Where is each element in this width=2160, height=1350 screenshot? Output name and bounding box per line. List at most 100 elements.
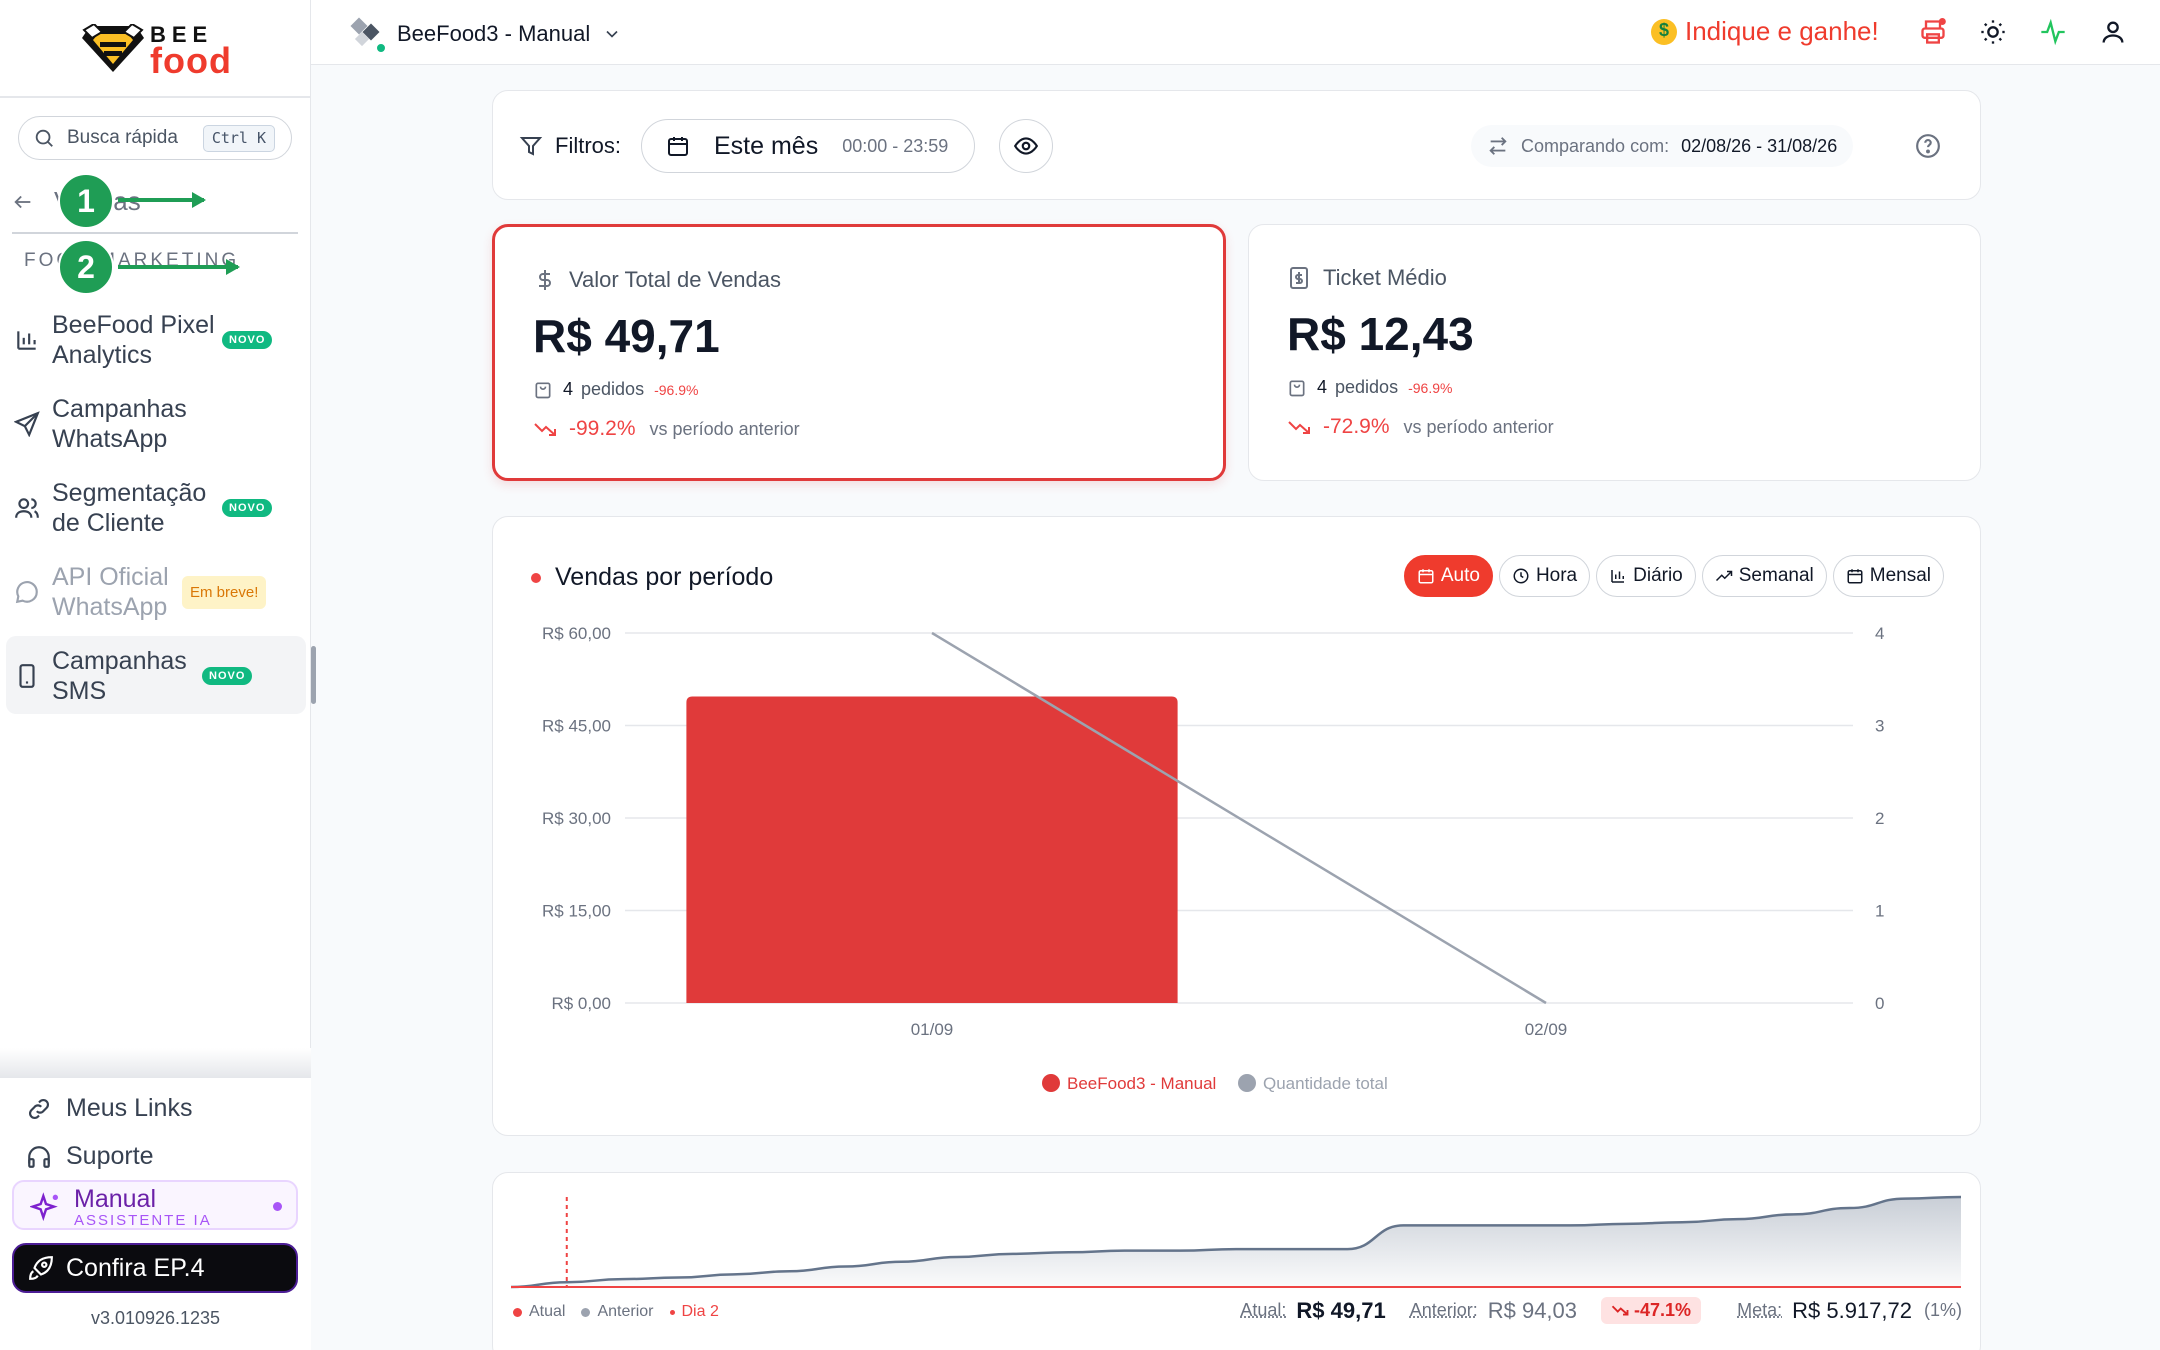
legend-marker (1238, 1074, 1256, 1092)
support-link[interactable]: Suporte (26, 1142, 154, 1171)
store-name: BeeFood3 - Manual (397, 21, 591, 46)
promo-button[interactable]: Confira EP.4 (12, 1243, 298, 1293)
change-label: vs período anterior (649, 418, 800, 439)
kpi-card-total-sales[interactable]: Valor Total de Vendas R$ 49,71 4 pedidos… (492, 224, 1226, 481)
step-arrow-1 (118, 192, 206, 208)
sidebar-item-campanhas-sms[interactable]: Campanhas SMS NOVO (6, 646, 306, 706)
new-badge: NOVO (202, 667, 253, 685)
goal-percent: (1%) (1923, 1300, 1962, 1320)
sun-icon[interactable] (1979, 18, 2007, 46)
sidebar-fade (0, 1048, 311, 1078)
divider (0, 96, 311, 98)
search-icon (35, 129, 53, 147)
smartphone-icon (19, 664, 35, 688)
ai-assistant-button[interactable]: Manual ASSISTENTE IA (12, 1180, 298, 1230)
user-icon[interactable] (2099, 18, 2127, 46)
referral-link[interactable]: Indique e ganhe! (1651, 16, 1879, 47)
chart-bar (686, 696, 1178, 1003)
quick-search-input[interactable]: Busca rápida Ctrl K (18, 116, 292, 160)
sparkles-icon (30, 1192, 58, 1222)
sidebar: BEE food Busca rápida Ctrl K Vendas FOCO… (0, 0, 311, 1350)
orders-delta: -96.9% (654, 381, 699, 398)
chart-line-quantity (931, 631, 1547, 1005)
kpi-card-average-ticket[interactable]: Ticket Médio R$ 12,43 4 pedidos -96.9% -… (1248, 224, 1981, 481)
progress-card: Atual Anterior Dia 2 Atual: R$ 49,71 Ant… (492, 1172, 1981, 1350)
step-marker-2: 2 (58, 239, 114, 295)
search-shortcut: Ctrl K (202, 125, 275, 152)
assistant-subtitle: ASSISTENTE IA (74, 1212, 212, 1229)
bee-logo-icon (82, 24, 144, 72)
filter-icon (519, 137, 543, 156)
granularity-weekly-button[interactable]: Semanal (1701, 555, 1827, 597)
toggle-visibility-button[interactable] (999, 119, 1053, 173)
bar-chart-icon (17, 331, 36, 350)
brand-line1: BEE (150, 22, 214, 47)
divider (12, 232, 298, 234)
granularity-auto-button[interactable]: Auto (1403, 555, 1493, 597)
sidebar-scrollbar[interactable] (311, 646, 316, 704)
help-icon[interactable] (1915, 133, 1941, 159)
activity-icon[interactable] (2039, 18, 2067, 46)
orders-delta: -96.9% (1408, 379, 1453, 396)
comparison-period[interactable]: Comparando com: 02/08/26 - 31/08/26 (1471, 125, 1854, 167)
sidebar-item-label: Campanhas SMS (52, 647, 187, 705)
current-label: Atual: (1240, 1300, 1287, 1320)
filters-label: Filtros: (519, 133, 621, 159)
new-badge: NOVO (222, 331, 273, 349)
y-left-tick-label: R$ 45,00 (542, 717, 611, 736)
sidebar-item-campanhas-whatsapp[interactable]: Campanhas WhatsApp (6, 394, 306, 454)
printer-icon[interactable] (1919, 18, 1947, 46)
arrow-left-icon (14, 195, 31, 208)
y-right-tick-label: 3 (1875, 717, 1884, 736)
legend-item-current: Atual (513, 1303, 565, 1321)
sales-chart-card: Vendas por período Auto Hora Diário Sema… (492, 516, 1981, 1136)
granularity-hour-button[interactable]: Hora (1498, 555, 1591, 597)
sidebar-item-segmentacao[interactable]: Segmentação de Cliente NOVO (6, 478, 306, 538)
filters-bar: Filtros: Este mês 00:00 - 23:59 Comparan… (492, 90, 1981, 200)
legend-label: Anterior (597, 1303, 654, 1320)
date-range-picker[interactable]: Este mês 00:00 - 23:59 (641, 119, 975, 173)
beefood-logo[interactable]: BEE food (80, 20, 240, 81)
app-version: v3.010926.1235 (90, 1308, 221, 1328)
legend-label: Dia 2 (681, 1303, 719, 1320)
previous-value: R$ 94,03 (1487, 1297, 1578, 1323)
store-selector[interactable]: BeeFood3 - Manual (349, 16, 622, 54)
calendar-icon (1418, 569, 1434, 584)
sidebar-item-pixel-analytics[interactable]: BeeFood Pixel Analytics NOVO (6, 310, 306, 370)
orders-label: pedidos (1335, 377, 1399, 397)
kpi-value: R$ 49,71 (533, 310, 720, 362)
store-logo-icon (350, 17, 380, 47)
assistant-title: Manual (74, 1185, 156, 1213)
calendar-icon (668, 137, 688, 156)
compare-range: 02/08/26 - 31/08/26 (1681, 135, 1838, 156)
granularity-daily-button[interactable]: Diário (1596, 555, 1696, 597)
link-icon (29, 1098, 49, 1119)
previous-label: Anterior: (1409, 1300, 1478, 1320)
progress-chart-svg (510, 1195, 1962, 1289)
y-left-tick-label: R$ 0,00 (551, 994, 611, 1013)
sidebar-item-label: BeeFood Pixel Analytics (52, 311, 215, 369)
y-left-tick-label: R$ 30,00 (542, 809, 611, 828)
progress-stats: Atual: R$ 49,71 Anterior: R$ 94,03 -47.1… (1240, 1297, 1962, 1324)
referral-label: Indique e ganhe! (1685, 16, 1879, 46)
y-left-tick-label: R$ 15,00 (542, 902, 611, 921)
x-tick-label: 02/09 (1525, 1020, 1568, 1039)
legend-item-day: Dia 2 (669, 1303, 719, 1321)
my-links-link[interactable]: Meus Links (26, 1094, 192, 1123)
current-value: R$ 49,71 (1296, 1297, 1386, 1323)
orders-label: pedidos (581, 379, 645, 399)
delta-value: -47.1% (1634, 1300, 1692, 1320)
search-placeholder: Busca rápida (67, 127, 178, 148)
granularity-label: Mensal (1869, 565, 1931, 586)
previous-line (510, 1195, 1962, 1289)
legend-label: BeeFood3 - Manual (1067, 1074, 1216, 1093)
trending-up-icon (1715, 570, 1732, 582)
step-marker-1: 1 (58, 173, 114, 229)
chart-title: Vendas por período (531, 563, 773, 592)
granularity-toggle: Auto Hora Diário Semanal Mensal (1403, 555, 1944, 597)
calendar-icon (1847, 569, 1863, 584)
status-dot (273, 1202, 282, 1211)
online-status-dot (375, 42, 387, 54)
granularity-monthly-button[interactable]: Mensal (1832, 555, 1944, 597)
y-right-tick-label: 4 (1875, 624, 1884, 643)
